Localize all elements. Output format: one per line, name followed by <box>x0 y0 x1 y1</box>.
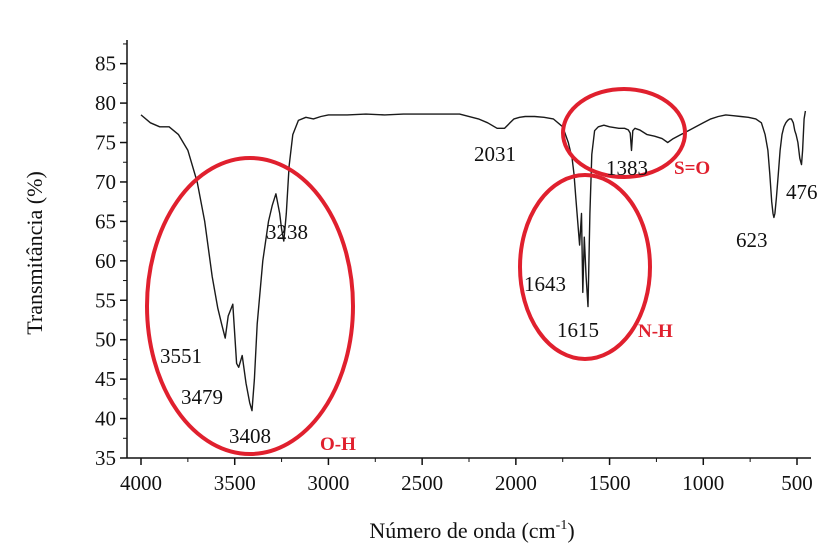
so-group-label: S=O <box>674 158 710 179</box>
y-tick-label: 65 <box>95 209 116 233</box>
peak-label: 476 <box>786 180 818 204</box>
group-labels: O-H N-H S=O <box>320 158 710 455</box>
y-axis-title: Transmitância (%) <box>22 171 47 335</box>
y-tick-label: 85 <box>95 52 116 76</box>
peak-labels: 3551 3479 3408 3238 2031 1643 1615 1383 … <box>160 142 818 448</box>
peak-label: 1383 <box>606 156 648 180</box>
peak-label: 1643 <box>524 272 566 296</box>
peak-label: 3238 <box>266 220 308 244</box>
peak-label: 623 <box>736 228 768 252</box>
nh-region-ellipse <box>518 173 652 361</box>
nh-group-label: N-H <box>638 321 673 342</box>
peak-label: 2031 <box>474 142 516 166</box>
y-tick-label: 35 <box>95 446 116 470</box>
x-ticks: 4000 3500 3000 2500 2000 1500 1000 500 <box>120 458 813 495</box>
oh-group-label: O-H <box>320 434 356 455</box>
x-tick-label: 500 <box>781 471 813 495</box>
y-tick-label: 75 <box>95 131 116 155</box>
y-ticks: 35 40 45 50 55 60 65 70 75 80 85 <box>95 43 127 470</box>
spectrum-line <box>140 110 807 412</box>
x-tick-label: 2000 <box>495 471 537 495</box>
y-tick-label: 50 <box>95 328 116 352</box>
axes <box>126 40 811 459</box>
x-tick-label: 1500 <box>589 471 631 495</box>
oh-region-ellipse <box>145 156 355 456</box>
peak-label: 3408 <box>229 424 271 448</box>
highlights <box>145 87 687 456</box>
y-tick-label: 40 <box>95 407 116 431</box>
y-tick-label: 80 <box>95 91 116 115</box>
x-axis-title: Número de onda (cm-1) <box>369 518 574 543</box>
x-tick-label: 3000 <box>307 471 349 495</box>
y-tick-label: 45 <box>95 367 116 391</box>
x-tick-label: 1000 <box>682 471 724 495</box>
x-tick-label: 2500 <box>401 471 443 495</box>
x-tick-label: 4000 <box>120 471 162 495</box>
y-tick-label: 60 <box>95 249 116 273</box>
peak-label: 1615 <box>557 318 599 342</box>
peak-label: 3479 <box>181 385 223 409</box>
so-region-ellipse <box>561 87 687 179</box>
x-tick-label: 3500 <box>214 471 256 495</box>
y-tick-label: 55 <box>95 288 116 312</box>
peak-label: 3551 <box>160 344 202 368</box>
y-tick-label: 70 <box>95 170 116 194</box>
